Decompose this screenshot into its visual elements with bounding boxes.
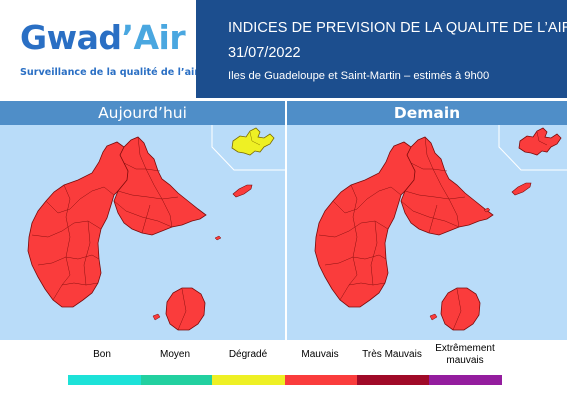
inset-frame xyxy=(211,125,285,171)
map-tomorrow xyxy=(287,125,567,340)
legend-swatch-degrade xyxy=(212,375,285,385)
grande-terre-island xyxy=(113,136,207,236)
panel-title-tomorrow: Demain xyxy=(287,101,567,125)
map-today xyxy=(0,125,285,340)
legend-label-mauvais: Mauvais xyxy=(301,349,339,360)
map-tomorrow-svg xyxy=(314,125,567,331)
page-subtitle: Iles de Guadeloupe et Saint-Martin – est… xyxy=(228,70,490,82)
saint-martin-boundaries xyxy=(249,131,261,146)
commune-boundaries xyxy=(31,136,187,331)
header-band: INDICES DE PREVISION DE LA QUALITE DE L’… xyxy=(196,0,567,98)
logo: Gwad’Air Surveillance de la qualité de l… xyxy=(0,0,200,98)
map-today-svg xyxy=(27,125,285,331)
page-title: INDICES DE PREVISION DE LA QUALITE DE L’… xyxy=(228,20,567,36)
legend-swatch-extremement-mauvais xyxy=(429,375,502,385)
grande-terre-island xyxy=(400,136,494,236)
saint-martin-boundaries xyxy=(536,131,548,146)
legend-swatch-moyen xyxy=(141,375,212,385)
petite-terre-island xyxy=(214,235,222,241)
logo-wordmark: Gwad’Air xyxy=(20,18,186,57)
la-desirade-island xyxy=(511,182,532,196)
basse-terre-island xyxy=(314,141,416,308)
legend-label-moyen: Moyen xyxy=(159,349,190,360)
inset-frame xyxy=(498,125,567,171)
les-saintes-island xyxy=(429,313,438,321)
commune-boundaries xyxy=(318,136,466,331)
panel-title-today: Aujourd’hui xyxy=(0,101,285,125)
forecast-date: 31/07/2022 xyxy=(228,45,301,61)
logo-word-main: Gwad xyxy=(20,18,122,57)
legend-label-extremement-mauvais: Extrêmement mauvais xyxy=(435,343,495,366)
logo-tagline: Surveillance de la qualité de l’air xyxy=(20,67,200,78)
legend-label-tres-mauvais: Très Mauvais xyxy=(362,349,422,360)
logo-word-accent: ’Air xyxy=(121,18,186,57)
legend-swatch-tres-mauvais xyxy=(357,375,429,385)
la-desirade-island xyxy=(232,184,253,198)
legend-swatch-bon xyxy=(68,375,141,385)
petite-terre-island xyxy=(483,207,491,213)
panel-divider xyxy=(285,101,287,340)
legend-label-bon: Bon xyxy=(93,349,111,360)
basse-terre-island xyxy=(27,141,129,308)
legend-swatch-mauvais xyxy=(285,375,357,385)
legend-label-degrade: Dégradé xyxy=(228,349,268,360)
les-saintes-island xyxy=(152,313,161,321)
